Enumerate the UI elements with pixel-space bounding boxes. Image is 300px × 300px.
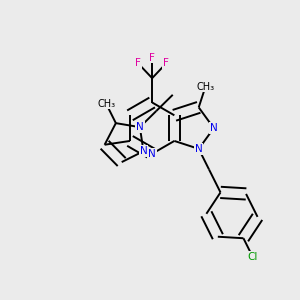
Text: N: N: [148, 149, 156, 159]
Text: F: F: [163, 58, 169, 68]
Text: F: F: [149, 53, 155, 63]
Text: CH₃: CH₃: [97, 99, 115, 109]
Text: Cl: Cl: [248, 252, 258, 262]
Text: CH₃: CH₃: [196, 82, 214, 92]
Text: N: N: [210, 123, 218, 133]
Text: F: F: [135, 58, 141, 68]
Text: N: N: [195, 144, 203, 154]
Text: N: N: [140, 146, 147, 156]
Text: N: N: [136, 122, 144, 132]
